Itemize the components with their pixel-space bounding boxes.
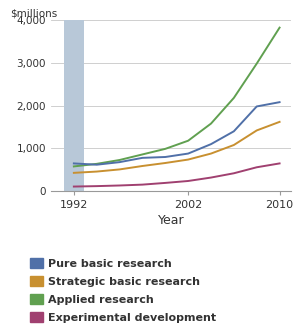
Bar [64,20,84,191]
Text: $millions: $millions [10,8,58,18]
Legend: Pure basic research, Strategic basic research, Applied research, Experimental de: Pure basic research, Strategic basic res… [30,258,217,323]
X-axis label: Year: Year [158,214,184,227]
